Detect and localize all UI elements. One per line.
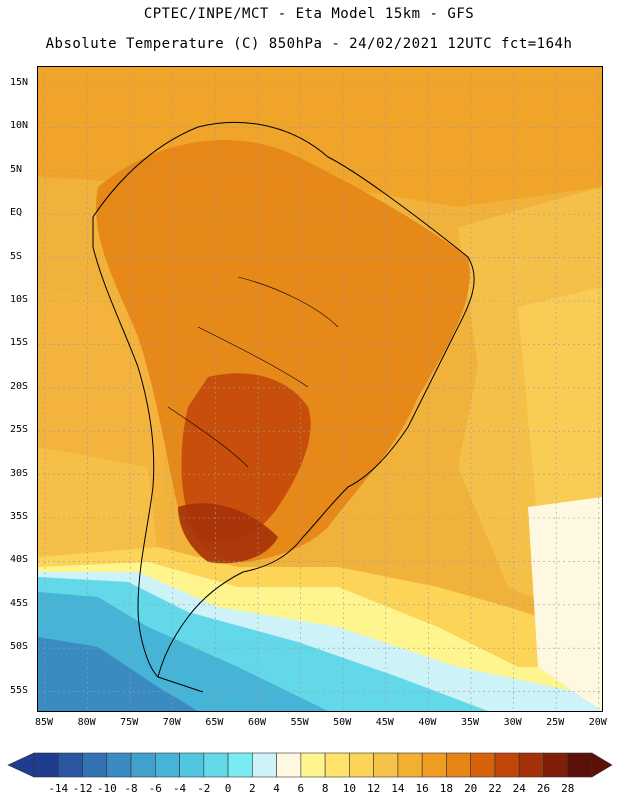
temperature-map (37, 66, 603, 712)
tierra-del-fuego (157, 676, 204, 693)
colorbar-swatch (57, 752, 83, 778)
colorbar-swatch (276, 752, 302, 778)
latitude-label: 50S (10, 641, 29, 653)
colorbar-swatch (567, 752, 593, 778)
colorbar-swatch (543, 752, 569, 778)
colorbar-swatch (373, 752, 399, 778)
longitude-label: 40W (418, 717, 437, 728)
coastline (92, 121, 475, 678)
colorbar-swatch (300, 752, 326, 778)
colorbar-swatch (252, 752, 277, 778)
colorbar-tick-label: -6 (148, 782, 162, 795)
chart-title-line-1: CPTEC/INPE/MCT - Eta Model 15km - GFS (143, 6, 475, 22)
longitude-label: 45W (375, 717, 394, 728)
field-pacific-south (38, 447, 158, 567)
colorbar-swatch (106, 752, 132, 778)
colorbar-tick-label: 10 (342, 782, 357, 795)
colorbar-tick-label: 8 (321, 782, 329, 795)
border-1 (237, 276, 339, 328)
longitude-label: 70W (162, 717, 181, 728)
colorbar-tick-label: -10 (96, 782, 117, 795)
latitude-label: 15S (10, 337, 29, 349)
latitude-label: 10N (10, 120, 29, 132)
latitude-label: 5N (10, 163, 23, 175)
longitude-label: 75W (120, 717, 139, 728)
graticule (38, 67, 602, 711)
colorbar-tick-label: 28 (561, 782, 575, 795)
colorbar-swatch (203, 752, 229, 778)
longitude-label: 25W (546, 717, 565, 728)
latitude-label: 20S (10, 380, 29, 392)
colorbar-tick-label: 24 (512, 782, 526, 795)
colorbar-swatch (33, 752, 59, 778)
longitude-label: 65W (205, 717, 224, 728)
colorbar (7, 752, 613, 778)
latitude-label: 35S (10, 511, 29, 522)
latitude-label: 15N (10, 77, 29, 88)
border-2 (197, 326, 309, 388)
colorbar-swatch (397, 752, 423, 778)
colorbar-tick-label: -14 (48, 782, 69, 795)
colorbar-tick-label: 0 (224, 782, 232, 795)
longitude-label: 35W (460, 717, 480, 728)
colorbar-tick-label: 20 (464, 782, 478, 795)
field-south-deepblue (38, 637, 198, 711)
colorbar-swatch (421, 752, 447, 778)
longitude-label: 30W (503, 717, 522, 728)
colorbar-swatch (130, 752, 156, 778)
field-atlantic-east-2 (518, 287, 602, 567)
latitude-label: 45S (10, 597, 29, 609)
latitude-label: 40S (10, 554, 29, 566)
latitude-label: 25S (10, 424, 29, 436)
colorbar-tick-label: 2 (249, 782, 256, 795)
field-southeast-pale (528, 497, 602, 711)
longitude-label: 55W (290, 717, 309, 728)
colorbar-arrow-left (7, 752, 35, 778)
chart-title-line-2: Absolute Temperature (C) 850hPa - 24/02/… (45, 36, 573, 52)
colorbar-tick-label: -4 (172, 782, 187, 795)
colorbar-tick-label: 16 (415, 782, 429, 795)
colorbar-tick-label: 22 (488, 782, 502, 795)
longitude-label: 20W (588, 717, 607, 728)
colorbar-swatch (155, 752, 180, 778)
colorbar-arrow-right (591, 752, 613, 778)
colorbar-swatch (349, 752, 374, 778)
colorbar-tick-label: -12 (72, 782, 93, 795)
colorbar-tick-label: -8 (124, 782, 138, 795)
longitude-label: 60W (247, 717, 267, 728)
colorbar-tick-label: 26 (536, 782, 551, 795)
longitude-label: 85W (34, 717, 54, 728)
latitude-label: 30S (10, 467, 29, 479)
colorbar-swatch (179, 752, 205, 778)
latitude-label: 5S (10, 250, 23, 262)
longitude-label: 50W (333, 717, 352, 728)
colorbar-tick-label: 14 (391, 782, 405, 795)
colorbar-swatch (494, 752, 520, 778)
colorbar-swatch (227, 752, 253, 778)
colorbar-swatch (446, 752, 471, 778)
latitude-label: EQ (10, 207, 23, 219)
colorbar-tick-label: -2 (197, 782, 211, 795)
latitude-label: 55S (10, 684, 29, 696)
border-3 (167, 406, 249, 468)
colorbar-swatch (470, 752, 496, 778)
colorbar-tick-label: 12 (367, 782, 381, 795)
colorbar-tick-label: 6 (297, 782, 305, 795)
colorbar-tick-label: 18 (439, 782, 454, 795)
latitude-label: 10S (10, 294, 29, 305)
colorbar-swatch (324, 752, 350, 778)
longitude-label: 80W (77, 717, 96, 728)
colorbar-tick-label: 4 (273, 782, 280, 795)
colorbar-swatch (82, 752, 108, 778)
colorbar-swatch (518, 752, 544, 778)
field-chaco-hotspot (181, 373, 311, 541)
